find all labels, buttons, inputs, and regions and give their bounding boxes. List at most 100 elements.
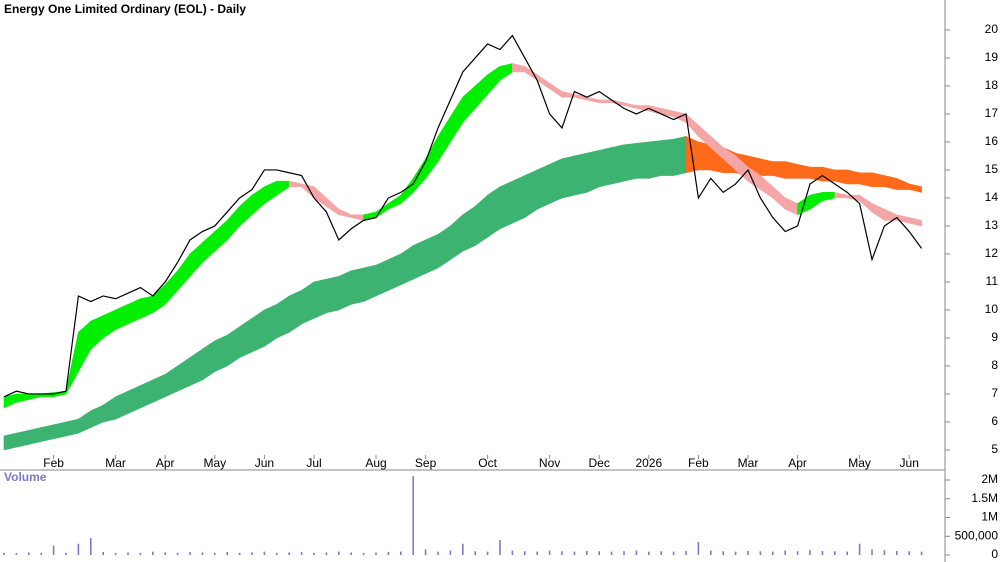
ribbon-segment <box>326 197 340 216</box>
ribbon-segment <box>474 74 488 110</box>
ribbon-segment <box>574 93 588 101</box>
ribbon-segment <box>115 390 129 420</box>
x-tick-label: Mar <box>738 456 759 470</box>
volume-bar <box>548 550 551 556</box>
y-tick-label: 17 <box>985 106 999 120</box>
ribbon-segment <box>896 177 910 190</box>
x-tick-label: May <box>848 456 871 470</box>
volume-bar <box>77 543 80 556</box>
ribbon-segment <box>313 186 327 207</box>
ribbon-segment <box>450 214 464 261</box>
volume-bar <box>796 551 799 556</box>
x-tick-label: 2026 <box>635 456 662 470</box>
ribbon-segment <box>226 205 240 241</box>
ribbon-segment <box>760 158 774 176</box>
volume-bar <box>276 552 278 556</box>
y-tick-label: 15 <box>985 162 999 176</box>
x-tick-label: Sep <box>415 456 437 470</box>
y-tick-label: 0 <box>991 547 998 561</box>
y-tick-label: 20 <box>985 22 999 36</box>
ribbon-segment <box>90 315 104 350</box>
ribbon-segment <box>350 267 364 305</box>
y-tick-label: 18 <box>985 78 999 92</box>
x-tick-label: Apr <box>788 456 807 470</box>
x-tick-label: Feb <box>43 456 64 470</box>
price-panel: 5 6 7 8 9 10 11 12 13 14 15 16 17 18 19 20 Feb Mar Apr May J… <box>3 22 999 470</box>
volume-bar <box>561 551 563 556</box>
y-tick-label: 10 <box>985 302 999 316</box>
y-tick-label: 6 <box>991 414 998 428</box>
volume-bar <box>772 551 774 556</box>
ribbon-segment <box>760 174 774 199</box>
ribbon-segment <box>90 404 104 429</box>
ribbon-segment <box>487 65 501 96</box>
volume-bar <box>747 550 749 556</box>
ribbon-segment <box>239 317 253 359</box>
ribbon-segment <box>673 135 687 176</box>
volume-bar <box>52 545 55 556</box>
ribbon-segment <box>264 180 278 205</box>
ribbon-segment <box>586 96 600 104</box>
ribbon-segment <box>908 183 922 193</box>
ribbon-segment <box>78 410 92 434</box>
ribbon-segment <box>251 186 265 216</box>
volume-bar <box>164 552 166 556</box>
ribbon-segment <box>152 373 166 403</box>
x-tick-label: Nov <box>539 456 560 470</box>
ribbon-segment <box>772 161 786 179</box>
ribbon-segment <box>549 158 563 205</box>
ribbon-segment <box>660 107 674 118</box>
volume-bar <box>90 538 92 556</box>
volume-bar <box>152 551 154 556</box>
volume-bar <box>40 552 42 556</box>
volume-bar <box>325 552 328 556</box>
ribbon-segment <box>288 289 302 333</box>
volume-bar <box>821 550 824 556</box>
ribbon-segment <box>809 191 823 210</box>
volume-bar <box>462 543 464 556</box>
ribbon-segment <box>834 191 848 199</box>
volume-bar <box>387 552 390 556</box>
volume-bar <box>486 551 489 556</box>
y-tick-label: 2M <box>981 472 998 486</box>
ribbon-segment <box>177 356 191 392</box>
volume-bar <box>412 476 414 556</box>
x-tick-label: May <box>203 456 226 470</box>
ribbon-segment <box>226 326 240 367</box>
ribbon-segment <box>648 140 662 179</box>
ribbon-segment <box>623 143 637 182</box>
volume-bar <box>598 551 600 556</box>
ribbon-segment <box>239 194 253 227</box>
x-tick-label: Mar <box>105 456 126 470</box>
volume-bar <box>858 543 861 556</box>
ribbon-segment <box>425 233 439 275</box>
volume-bar <box>883 550 886 556</box>
ribbon-segment <box>499 63 513 81</box>
x-tick-label: Jul <box>306 456 321 470</box>
volume-bar <box>536 551 538 556</box>
volume-bar <box>15 553 18 556</box>
volume-bar <box>226 552 228 556</box>
ribbon-segment <box>598 99 612 104</box>
volume-bar <box>338 551 340 556</box>
volume-bar <box>375 552 377 556</box>
ribbon-segment <box>871 203 885 221</box>
ribbon-segment <box>462 85 476 124</box>
volume-bar <box>660 551 662 556</box>
volume-bar <box>834 551 836 556</box>
ribbon-segment <box>3 432 17 451</box>
volume-bar <box>896 550 898 556</box>
ribbon-segment <box>189 348 203 387</box>
volume-bar <box>189 552 191 556</box>
ribbon-segment <box>636 105 650 112</box>
volume-bar <box>920 551 923 556</box>
ribbon-segment <box>40 424 54 442</box>
y-tick-label: 13 <box>985 218 999 232</box>
ribbon-segment <box>164 269 178 306</box>
volume-bar <box>499 540 501 556</box>
ribbon-segment <box>276 295 290 339</box>
volume-bar <box>784 550 786 556</box>
volume-bar <box>846 551 848 556</box>
ribbon-segment <box>363 264 377 303</box>
y-tick-label: 8 <box>991 358 998 372</box>
